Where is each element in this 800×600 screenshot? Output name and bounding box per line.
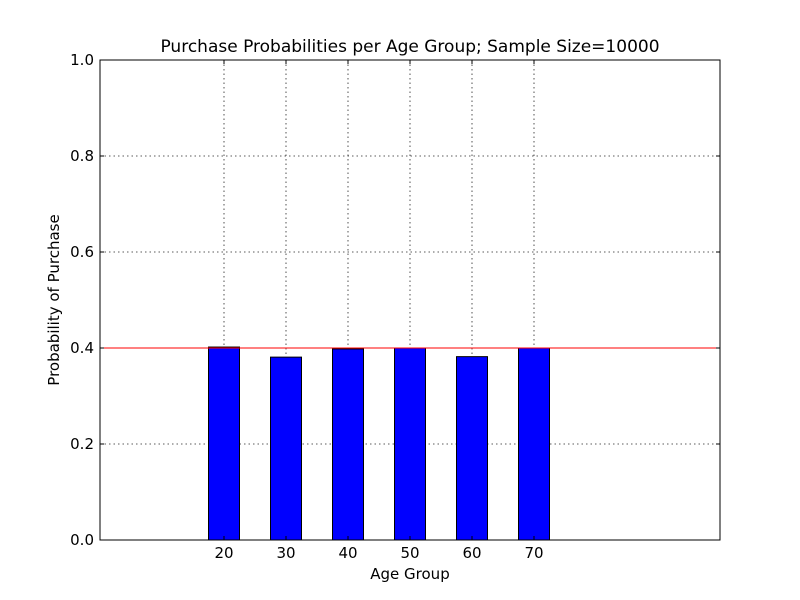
y-axis-ticks: 0.0 0.2 0.4 0.6 0.8 1.0 xyxy=(70,51,720,549)
y-tick-label: 0.2 xyxy=(70,435,94,453)
y-tick-label: 0.6 xyxy=(70,243,94,261)
x-tick-label: 20 xyxy=(214,544,233,562)
x-tick-label: 60 xyxy=(462,544,481,562)
y-tick-label: 0.8 xyxy=(70,147,94,165)
bar-60 xyxy=(456,356,488,541)
bar-20 xyxy=(208,346,240,541)
y-tick-label: 0.0 xyxy=(70,531,94,549)
x-tick-label: 30 xyxy=(276,544,295,562)
x-tick-label: 70 xyxy=(524,544,543,562)
bars xyxy=(208,346,550,541)
bar-30 xyxy=(270,356,302,541)
x-tick-label: 40 xyxy=(338,544,357,562)
x-axis-ticks: 20 30 40 50 60 70 xyxy=(214,60,544,562)
bar-70 xyxy=(518,347,550,541)
y-axis-label: Probability of Purchase xyxy=(45,214,63,385)
x-axis-label: Age Group xyxy=(370,565,449,583)
bar-40 xyxy=(332,348,364,541)
bar-50 xyxy=(394,347,426,541)
chart-title: Purchase Probabilities per Age Group; Sa… xyxy=(160,37,659,57)
y-tick-label: 0.4 xyxy=(70,339,94,357)
grid-lines xyxy=(100,60,720,540)
y-tick-label: 1.0 xyxy=(70,51,94,69)
x-tick-label: 50 xyxy=(400,544,419,562)
